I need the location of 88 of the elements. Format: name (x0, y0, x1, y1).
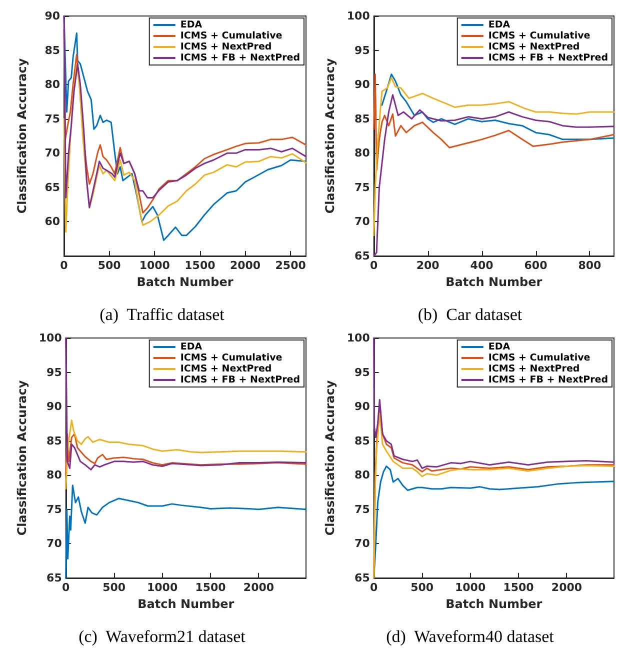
y-tick-label: 80 (354, 146, 370, 160)
line-series (381, 74, 615, 140)
line-series (373, 76, 615, 236)
y-tick-label: 90 (46, 400, 62, 414)
legend-label: ICMS + NextPred (180, 364, 272, 374)
x-tick-label: 2000 (243, 581, 274, 594)
legend-label: ICMS + FB + NextPred (180, 52, 300, 64)
y-tick-label: 65 (354, 250, 370, 262)
text: (a) Traffic dataset (100, 305, 225, 324)
y-tick-label: 85 (46, 434, 62, 448)
legend-label: EDA (180, 342, 203, 352)
x-tick-label: 1500 (195, 581, 226, 594)
x-tick-label: 2000 (230, 259, 261, 272)
x-tick-label: 200 (416, 259, 440, 272)
y-tick-label: 100 (38, 332, 62, 344)
legend-label: ICMS + FB + NextPred (488, 374, 608, 386)
y-tick-label: 80 (46, 468, 62, 482)
y-tick-label: 70 (354, 215, 370, 228)
legend-label: ICMS + NextPred (488, 42, 580, 52)
line-series (65, 433, 307, 476)
line-series (63, 63, 307, 233)
x-tick-label: 0 (370, 581, 378, 594)
x-tick-label: 1000 (454, 581, 486, 594)
x-axis-title: Batch Number (138, 596, 234, 611)
y-tick-label: 100 (346, 10, 370, 22)
y-tick-label: 75 (354, 502, 370, 516)
y-tick-label: 95 (46, 366, 62, 379)
legend-label: ICMS + Cumulative (180, 352, 282, 364)
y-tick-label: 90 (354, 400, 370, 414)
y-tick-label: 100 (346, 332, 370, 344)
x-tick-label: 0 (60, 259, 68, 272)
line-series (373, 337, 615, 470)
x-tick-label: 1500 (184, 259, 216, 272)
x-tick-label: 800 (578, 259, 602, 272)
x-tick-label: 1000 (139, 259, 170, 272)
y-tick-label: 65 (46, 572, 62, 584)
legend-label: ICMS + FB + NextPred (180, 374, 300, 386)
x-axis-title: Batch Number (136, 274, 234, 289)
y-axis-title: Classification Accuracy (15, 380, 29, 536)
y-tick-label: 95 (354, 366, 370, 379)
y-tick-label: 75 (46, 502, 62, 516)
y-axis-title: Classification Accuracy (323, 58, 337, 214)
x-tick-label: 2000 (551, 581, 582, 594)
text: (b) Car dataset (418, 305, 522, 324)
y-tick-label: 70 (46, 537, 62, 550)
line-series (65, 337, 307, 470)
y-tick-label: 90 (44, 10, 60, 22)
y-tick-label: 85 (44, 44, 60, 57)
y-tick-label: 65 (354, 572, 370, 584)
legend-label: EDA (488, 342, 511, 352)
y-tick-label: 85 (354, 112, 370, 126)
y-tick-label: 65 (44, 180, 60, 194)
x-tick-label: 1000 (146, 581, 178, 594)
legend-label: EDA (488, 20, 511, 30)
x-tick-label: 0 (62, 581, 70, 594)
y-tick-label: 75 (44, 112, 60, 126)
x-tick-label: 500 (98, 259, 122, 272)
y-tick-label: 90 (354, 78, 370, 92)
line-series (65, 420, 307, 490)
x-axis-title: Batch Number (446, 596, 542, 611)
y-tick-label: 70 (354, 537, 370, 550)
text: (d) Waveform40 dataset (386, 627, 554, 646)
y-tick-label: 85 (354, 434, 370, 448)
legend-label: ICMS + Cumulative (488, 352, 590, 364)
x-tick-label: 2500 (275, 259, 306, 272)
x-tick-label: 500 (410, 581, 434, 594)
x-axis-title: Batch Number (446, 274, 542, 289)
x-tick-label: 1500 (503, 581, 534, 594)
y-tick-label: 80 (44, 78, 60, 92)
y-tick-label: 60 (44, 215, 60, 228)
y-tick-label: 95 (354, 44, 370, 57)
line-series (373, 74, 615, 172)
legend-label: ICMS + NextPred (488, 364, 580, 374)
y-axis-title: Classification Accuracy (15, 58, 29, 214)
x-tick-label: 600 (524, 259, 548, 272)
x-tick-label: 0 (370, 259, 378, 272)
y-tick-label: 75 (354, 180, 370, 194)
legend-label: ICMS + FB + NextPred (488, 52, 608, 64)
x-tick-label: 500 (102, 581, 126, 594)
legend-label: EDA (180, 20, 203, 30)
x-tick-label: 400 (470, 259, 494, 272)
legend-label: ICMS + Cumulative (180, 30, 282, 42)
y-axis-title: Classification Accuracy (323, 380, 337, 536)
y-tick-label: 80 (354, 468, 370, 482)
legend-label: ICMS + NextPred (180, 42, 272, 52)
legend-label: ICMS + Cumulative (488, 30, 590, 42)
y-tick-label: 70 (44, 146, 60, 160)
text: (c) Waveform21 dataset (78, 627, 246, 646)
